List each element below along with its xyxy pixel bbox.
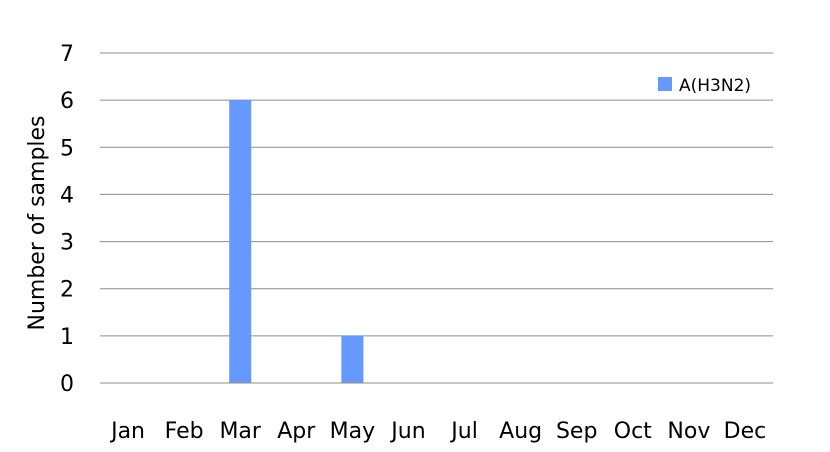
x-tick-label: Feb	[165, 419, 204, 444]
x-tick-label: Aug	[499, 419, 542, 444]
y-tick-label: 0	[60, 372, 74, 397]
y-tick-labels: 0 1 2 3 4 5 6 7	[60, 42, 74, 397]
x-tick-label: May	[330, 419, 375, 444]
x-tick-label: Jan	[109, 419, 145, 444]
x-tick-label: Apr	[277, 419, 316, 444]
y-tick-label: 4	[60, 183, 74, 208]
bar-may	[341, 335, 364, 383]
legend-swatch	[658, 77, 672, 91]
bars	[229, 100, 364, 384]
x-tick-labels: Jan Feb Mar Apr May Jun Jul Aug Sep Oct Nov Dec	[109, 419, 766, 444]
y-axis-label: Number of samples	[25, 115, 50, 330]
x-tick-label: Jul	[449, 419, 478, 444]
legend-label: A(H3N2)	[679, 76, 751, 96]
legend: A(H3N2)	[658, 76, 751, 96]
bar-mar	[229, 100, 252, 384]
y-tick-label: 3	[60, 231, 74, 256]
x-tick-label: Dec	[724, 419, 767, 444]
x-tick-label: Nov	[667, 419, 710, 444]
y-tick-label: 7	[60, 42, 74, 67]
x-tick-label: Oct	[614, 419, 652, 444]
y-tick-label: 6	[60, 89, 74, 114]
y-tick-label: 5	[60, 136, 74, 161]
x-tick-label: Mar	[219, 419, 261, 444]
gridlines	[100, 52, 773, 337]
y-tick-label: 1	[60, 325, 74, 350]
x-tick-label: Jun	[389, 419, 425, 444]
y-tick-label: 2	[60, 278, 74, 303]
x-tick-label: Sep	[556, 419, 597, 444]
